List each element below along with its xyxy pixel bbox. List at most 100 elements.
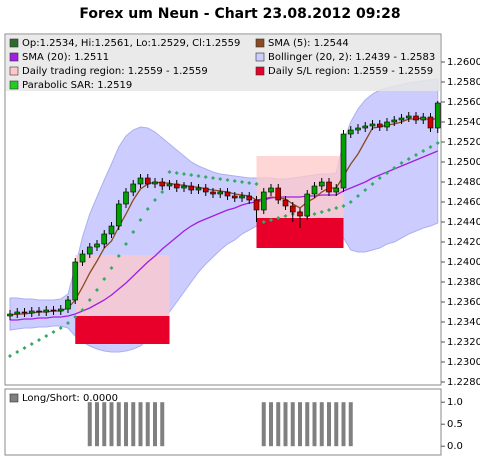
sar-dot [428, 145, 433, 149]
sar-dot [319, 210, 324, 214]
y-tick-label: 1.2280 [447, 377, 480, 388]
y-tick-label: 1.2560 [447, 97, 480, 108]
sar-dot [29, 342, 34, 346]
legend-label: Bollinger (20, 2): 1.2439 - 1.2583 [268, 52, 435, 63]
candle-body [413, 115, 419, 121]
sar-dot [225, 178, 230, 182]
bar [341, 402, 346, 447]
sar-dot [414, 153, 418, 157]
sar-dot [421, 149, 426, 153]
sar-dot [218, 177, 223, 181]
candle-body [123, 191, 129, 205]
candle-body [384, 121, 390, 128]
candle-body [297, 211, 303, 217]
candle-body [427, 116, 434, 129]
candle-body [347, 129, 354, 135]
bar [269, 402, 273, 447]
sar-dot [370, 182, 375, 186]
candle-body [333, 187, 340, 193]
bar [348, 402, 353, 447]
sar-dot [58, 326, 63, 330]
sar-dot [66, 321, 70, 325]
bar [95, 402, 99, 447]
sar-dot [116, 254, 121, 258]
sar-dot [377, 176, 382, 180]
bar [138, 402, 143, 447]
bar [145, 402, 150, 447]
candle-body [195, 187, 202, 191]
candle-body [326, 181, 332, 193]
sar-dot [182, 172, 186, 176]
candle-body [217, 191, 224, 195]
candle-body [188, 185, 195, 191]
sar-dot [363, 188, 368, 192]
bar [334, 402, 339, 447]
candle-body [181, 185, 187, 189]
y-tick-label: 1.2360 [447, 297, 480, 308]
sar-dot [240, 180, 244, 184]
sar-dot [95, 288, 99, 292]
sar-dot [276, 216, 281, 220]
sar-dot [15, 350, 20, 354]
sar-dot [124, 242, 128, 246]
sar-dot [138, 218, 143, 222]
sar-dot [167, 170, 172, 174]
candle-body [43, 309, 50, 313]
candle-body [7, 313, 13, 317]
sar-dot [254, 182, 259, 186]
candle-body [202, 187, 209, 193]
y-tick-label: 1.2440 [447, 217, 480, 228]
sar-dot [189, 173, 194, 177]
candle-body [86, 246, 93, 255]
candle-body [362, 125, 369, 129]
sar-dot [406, 157, 411, 161]
sar-dot [153, 198, 157, 202]
bar [261, 402, 266, 447]
candle-body [224, 191, 231, 197]
bar [102, 402, 107, 447]
bar [276, 402, 281, 447]
y-tick-label: 1.2300 [447, 357, 480, 368]
legend-label: SMA (20): 1.2511 [22, 52, 109, 63]
bar [160, 402, 165, 447]
legend-swatch [9, 66, 19, 76]
sma-line [9, 117, 438, 316]
sar-dot [73, 315, 78, 319]
sar-dot [102, 277, 107, 281]
candle-body [166, 183, 173, 187]
candle-body [311, 185, 318, 195]
bar [87, 402, 92, 447]
candle-body [376, 123, 383, 128]
sar-dot [341, 204, 346, 208]
candle-body [173, 183, 180, 189]
sar-dot [51, 330, 56, 334]
y-tick-label: 1.2420 [447, 237, 480, 248]
sar-dot [174, 171, 179, 175]
candle-body [260, 191, 267, 211]
bar [153, 402, 157, 447]
candle-body [79, 253, 86, 263]
candle-body [268, 187, 274, 193]
sar-dot [327, 208, 331, 212]
chart-title: Forex um Neun - Chart 23.08.2012 09:28 [79, 6, 400, 22]
sar-dot [334, 206, 339, 210]
candle-body [21, 311, 28, 314]
candle-body [28, 310, 35, 314]
candle-body [144, 177, 151, 185]
bar [298, 402, 302, 447]
sar-dot [80, 308, 85, 312]
sar-dot [160, 190, 165, 194]
candle-body [355, 127, 361, 131]
candle-body [57, 308, 64, 312]
sar-dot [385, 171, 389, 175]
candle-body [231, 195, 238, 199]
sar-dot [87, 298, 92, 302]
sma-line [10, 150, 438, 321]
candle-body [369, 123, 376, 127]
sar-dot [392, 166, 397, 170]
y-tick-label: 1.2600 [447, 57, 480, 68]
y-tick-label: 1.2500 [447, 157, 480, 168]
sar-dot [283, 214, 288, 218]
bar [124, 402, 128, 447]
sar-dot [348, 200, 353, 204]
